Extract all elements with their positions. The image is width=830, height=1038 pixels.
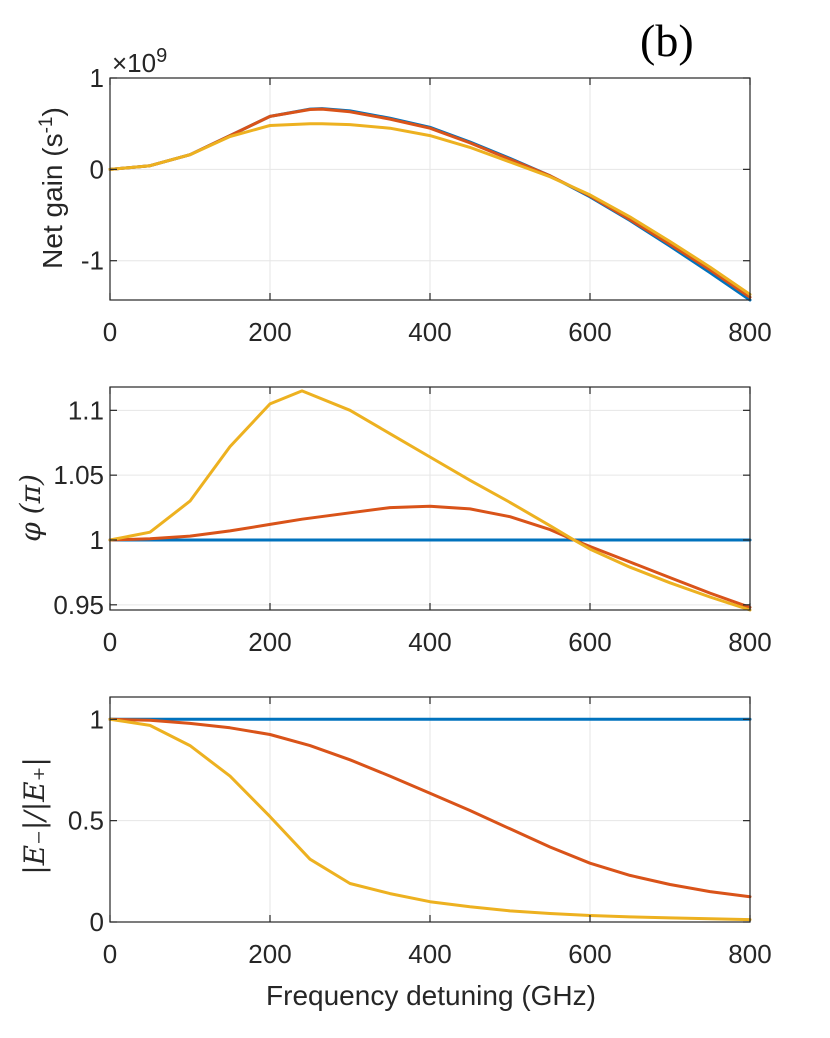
ratio-ytick-label-0: 1 [90,704,104,734]
ratio-xtick-label-3: 600 [568,939,611,969]
phase-ytick-label-0: 1.1 [68,395,104,425]
phase-ytick-label-1: 1.05 [53,460,104,490]
phase-ytick-label-2: 1 [90,525,104,555]
phase-ylabel: φ(π) [14,474,47,542]
ratio-series-3-line [108,717,752,922]
net-gain-ytick-label-1: 0 [90,154,104,184]
ratio-xtick-label-1: 200 [248,939,291,969]
net-gain-xtick-label-1: 200 [248,317,291,347]
ratio-panel: |E₋|/|E₊| Frequency detuning (GHz) 0 200 4… [18,696,772,1011]
phase-xtick-label-0: 0 [103,627,117,657]
ratio-ytick-label-2: 0 [90,907,104,937]
net-gain-ytick-label-2: -1 [81,246,104,276]
net-gain-ytick-label-0: 1 [90,63,104,93]
phase-xtick-label-2: 400 [408,627,451,657]
phase-xtick-label-1: 200 [248,627,291,657]
net-gain-xtick-label-3: 600 [568,317,611,347]
ratio-xlabel: Frequency detuning (GHz) [266,980,596,1011]
ratio-xtick-label-0: 0 [103,939,117,969]
ratio-ytick-label-1: 0.5 [68,806,104,836]
phase-series-2-line [108,504,752,609]
phase-xtick-label-4: 800 [728,627,771,657]
ratio-xtick-label-4: 800 [728,939,771,969]
net-gain-xtick-label-4: 800 [728,317,771,347]
phase-panel: φ(π) 0 200 400 600 800 1.1 1.05 1 0.95 [14,386,772,657]
ratio-series-2-line [108,717,752,899]
net-gain-ylabel: Net gain (s-1) [36,107,68,269]
net-gain-panel: ×109 Net gain (s-1) 0 200 400 600 800 1 0 -1 [36,45,772,347]
net-gain-series-3-line [108,122,752,296]
net-gain-xtick-label-0: 0 [103,317,117,347]
panel-tag: (b) [640,15,694,66]
exponent-label: ×109 [112,45,167,78]
phase-xtick-label-3: 600 [568,627,611,657]
ratio-xtick-label-2: 400 [408,939,451,969]
net-gain-xtick-label-2: 400 [408,317,451,347]
ratio-ylabel: |E₋|/|E₊| [18,757,51,875]
phase-series-3-line [108,389,752,612]
phase-ytick-label-3: 0.95 [53,590,104,620]
